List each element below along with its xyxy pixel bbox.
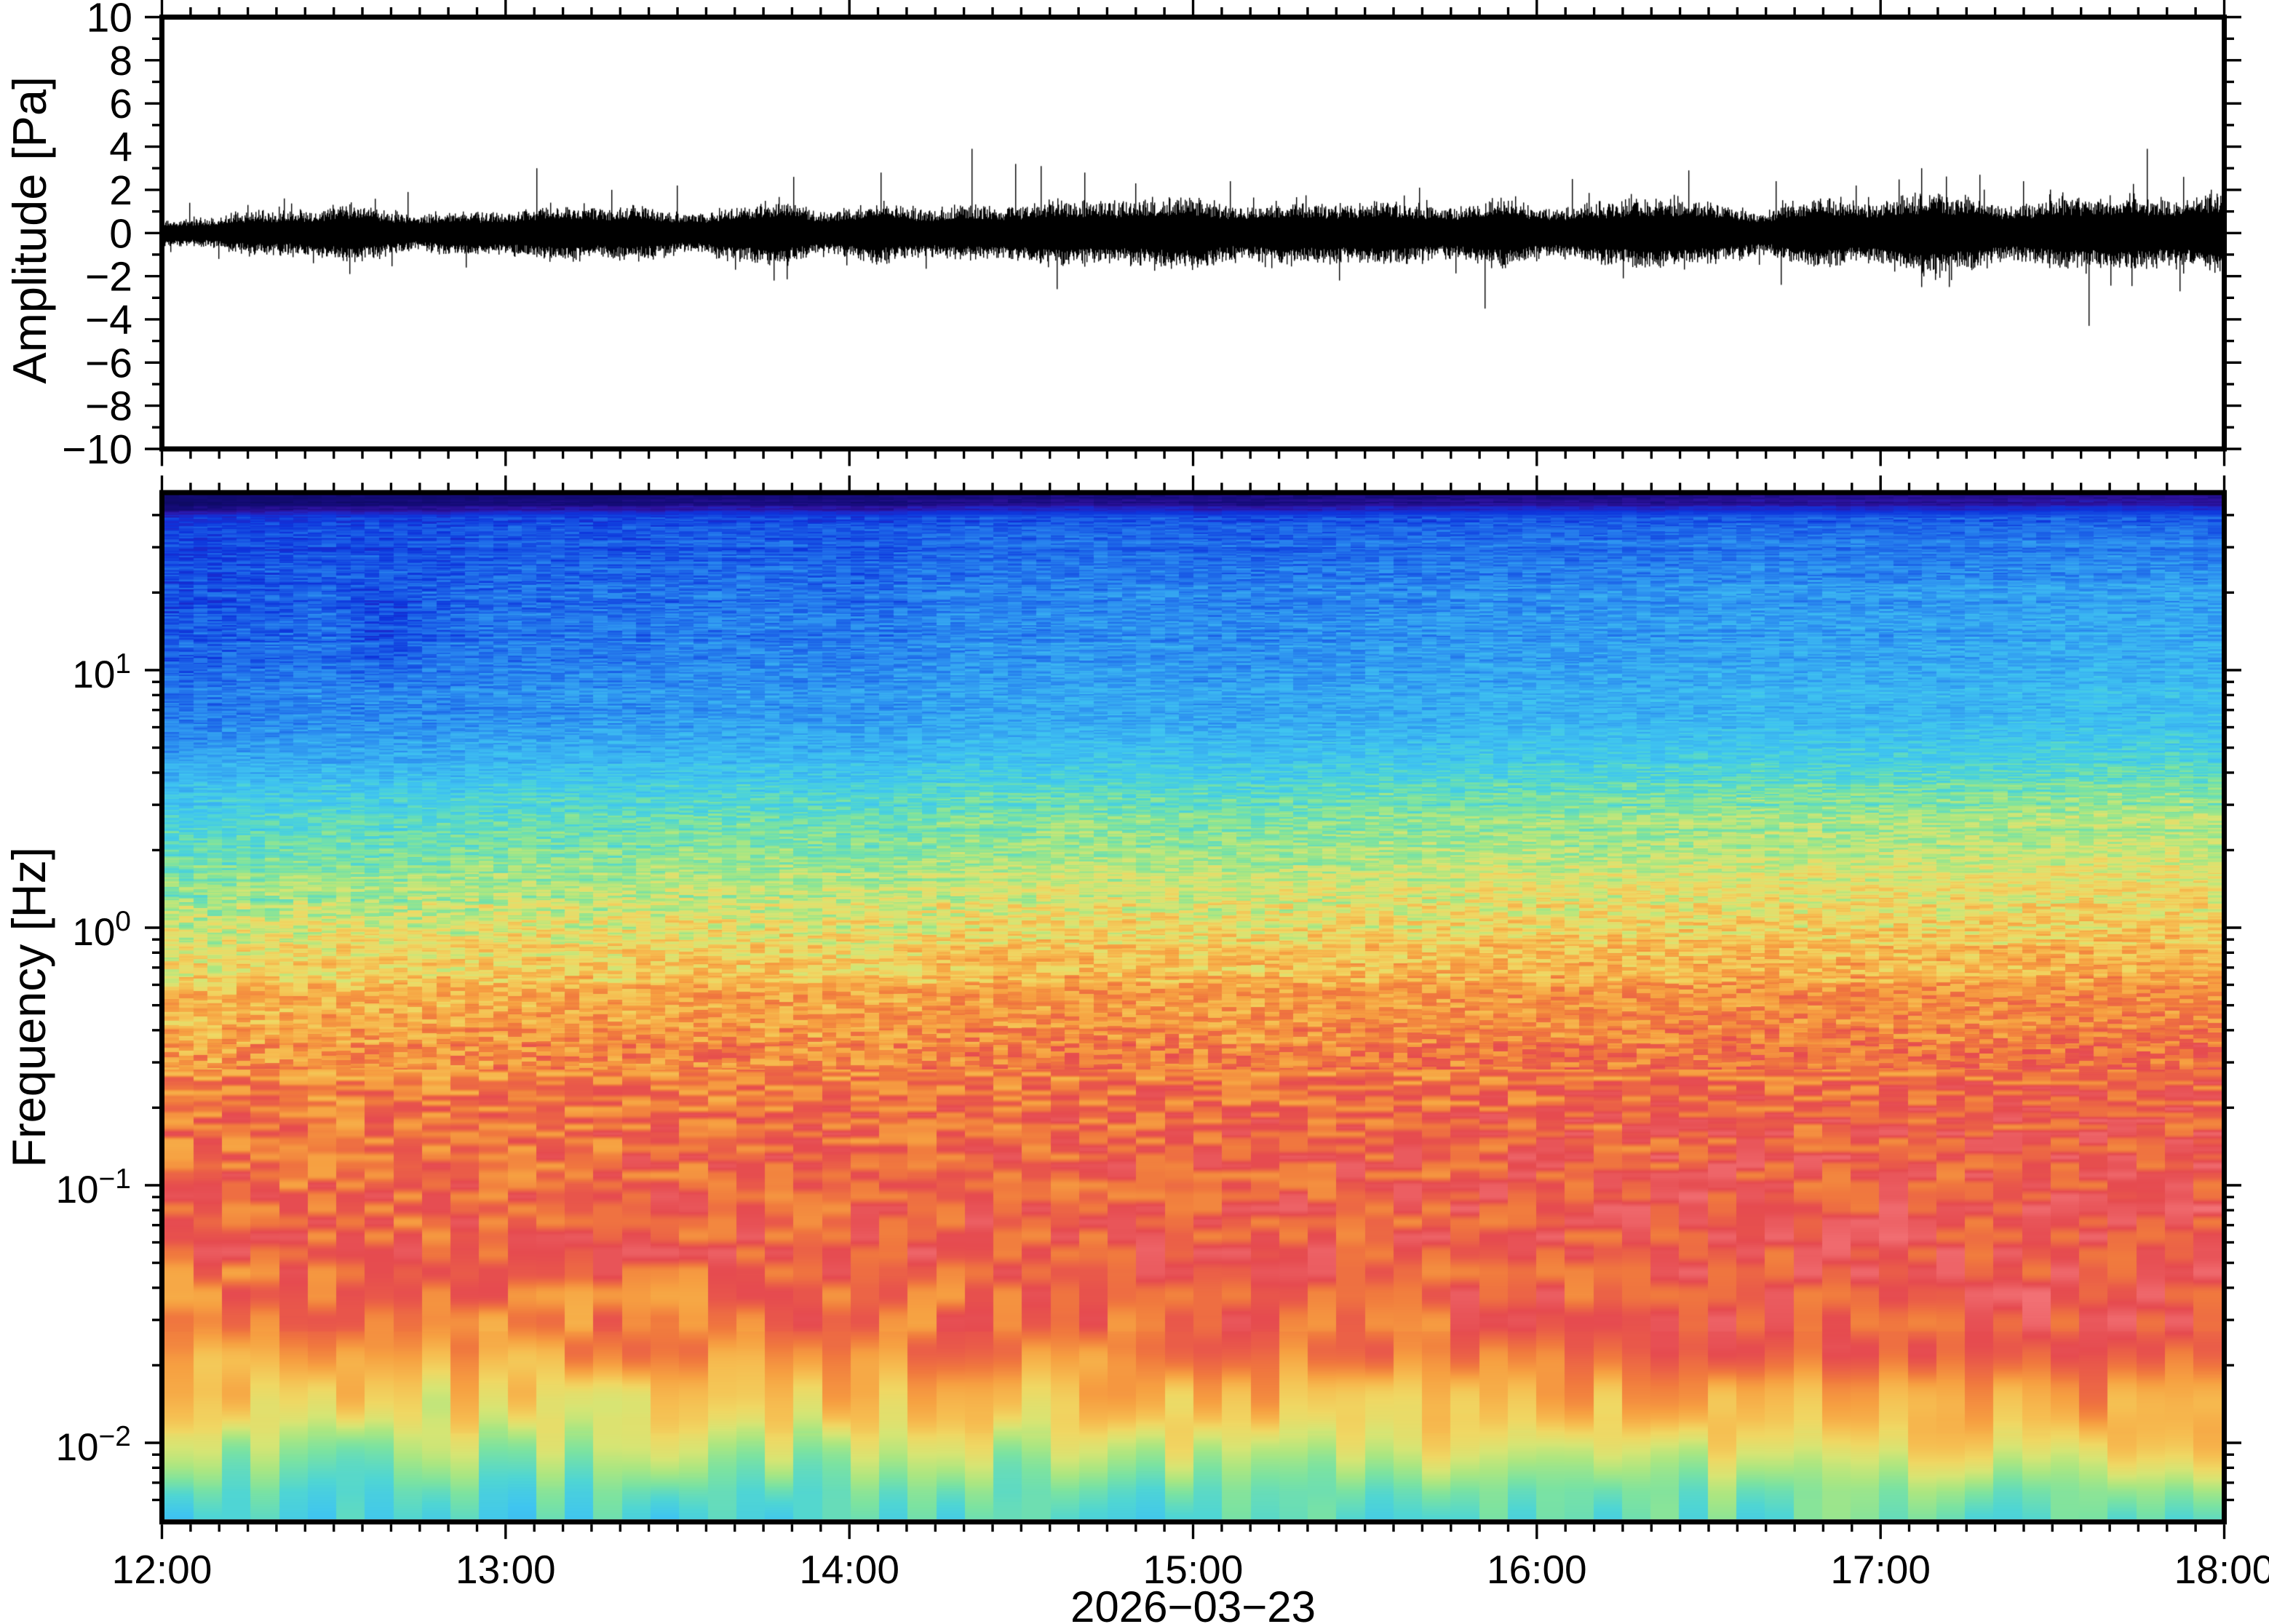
svg-text:8: 8 (109, 38, 132, 84)
svg-text:100: 100 (72, 906, 131, 954)
svg-text:10−2: 10−2 (56, 1421, 131, 1469)
svg-text:13:00: 13:00 (456, 1547, 556, 1592)
svg-text:18:00: 18:00 (2174, 1547, 2269, 1592)
svg-text:6: 6 (109, 81, 132, 127)
svg-text:−10: −10 (62, 426, 132, 473)
svg-text:−8: −8 (85, 383, 132, 430)
svg-text:10: 10 (87, 0, 132, 41)
svg-text:17:00: 17:00 (1830, 1547, 1931, 1592)
svg-text:12:00: 12:00 (112, 1547, 212, 1592)
svg-text:10−1: 10−1 (56, 1163, 131, 1211)
svg-text:−4: −4 (85, 297, 132, 343)
svg-text:2026−03−23: 2026−03−23 (1070, 1583, 1316, 1624)
svg-text:101: 101 (72, 648, 131, 696)
svg-text:Frequency [Hz]: Frequency [Hz] (2, 847, 55, 1168)
svg-text:−2: −2 (85, 254, 132, 300)
svg-text:0: 0 (109, 210, 132, 257)
svg-text:14:00: 14:00 (799, 1547, 899, 1592)
svg-text:2: 2 (109, 167, 132, 214)
svg-text:15:00: 15:00 (1143, 1547, 1244, 1592)
svg-text:4: 4 (109, 124, 132, 171)
svg-text:−6: −6 (85, 340, 132, 386)
svg-text:16:00: 16:00 (1487, 1547, 1587, 1592)
svg-text:Amplitude [Pa]: Amplitude [Pa] (3, 76, 56, 384)
